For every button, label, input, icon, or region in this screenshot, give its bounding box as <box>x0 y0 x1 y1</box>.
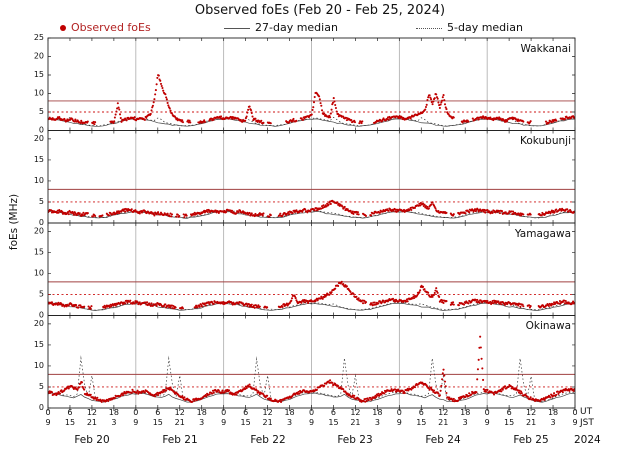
ut-axis-label: UT <box>580 407 593 417</box>
station-label-wakkanai: Wakkanai <box>520 43 571 55</box>
date-label-feb24: Feb 24 <box>425 434 461 446</box>
legend-27day-median: 27-day median <box>224 21 338 34</box>
dotted-line-icon <box>416 27 442 29</box>
date-label-feb22: Feb 22 <box>250 434 286 446</box>
date-label-feb25: Feb 25 <box>513 434 549 446</box>
station-label-okinawa: Okinawa <box>525 320 571 332</box>
station-label-kokubunji: Kokubunji <box>519 135 571 147</box>
legend-observed-label: Observed foEs <box>71 21 151 34</box>
jst-axis-label: JST <box>580 418 594 428</box>
y-axis-label: foEs (MHz) <box>8 193 20 251</box>
legend-27day-label: 27-day median <box>255 21 338 34</box>
date-label-feb20: Feb 20 <box>74 434 110 446</box>
solid-line-icon <box>224 27 250 29</box>
year-label: 2024 <box>574 434 601 446</box>
date-label-feb23: Feb 23 <box>337 434 373 446</box>
legend-5day-label: 5-day median <box>447 21 523 34</box>
legend-5day-median: 5-day median <box>416 21 523 34</box>
station-label-yamagawa: Yamagawa <box>514 228 571 240</box>
chart-title: Observed foEs (Feb 20 - Feb 25, 2024) <box>194 3 446 18</box>
date-label-feb21: Feb 21 <box>162 434 198 446</box>
red-dot-icon <box>60 25 66 31</box>
legend-observed: Observed foEs <box>60 21 151 34</box>
